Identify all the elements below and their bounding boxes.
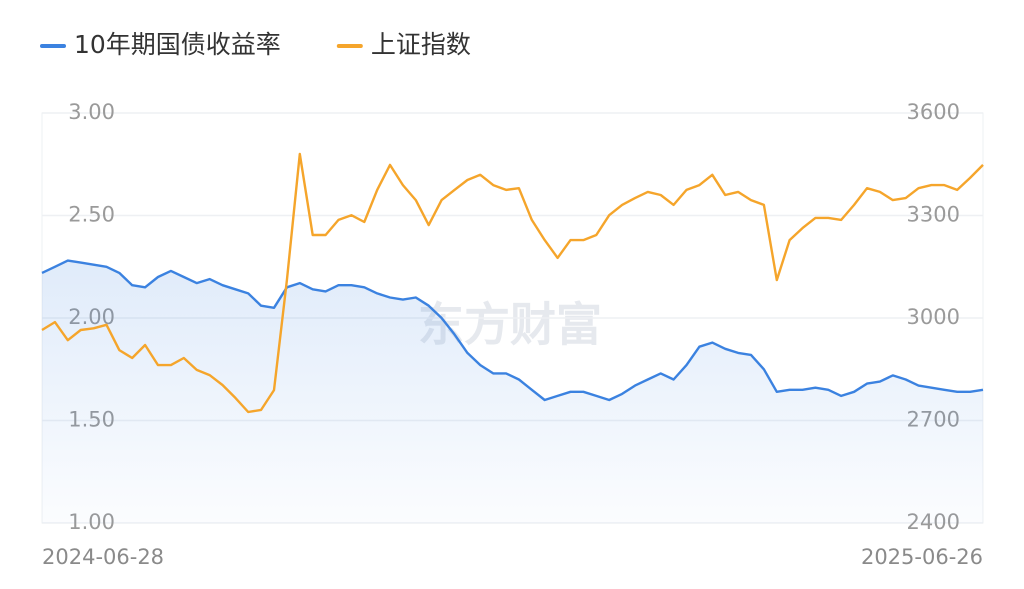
y-tick-label: 2.50	[68, 203, 115, 227]
y2-tick-label: 3300	[907, 203, 960, 227]
line	[41, 259, 984, 402]
y2-tick-label: 3000	[907, 305, 960, 329]
x-tick-label: 2025-06-26	[861, 545, 983, 569]
y-tick-label: 3.00	[68, 100, 115, 124]
area	[42, 260, 983, 523]
y2-tick-label: 3600	[907, 100, 960, 124]
line	[41, 152, 984, 414]
x-tick-label: 2024-06-28	[42, 545, 164, 569]
legend-label: 10年期国债收益率	[74, 30, 281, 59]
legend: 10年期国债收益率 上证指数	[40, 30, 471, 59]
legend-label: 上证指数	[371, 30, 471, 59]
